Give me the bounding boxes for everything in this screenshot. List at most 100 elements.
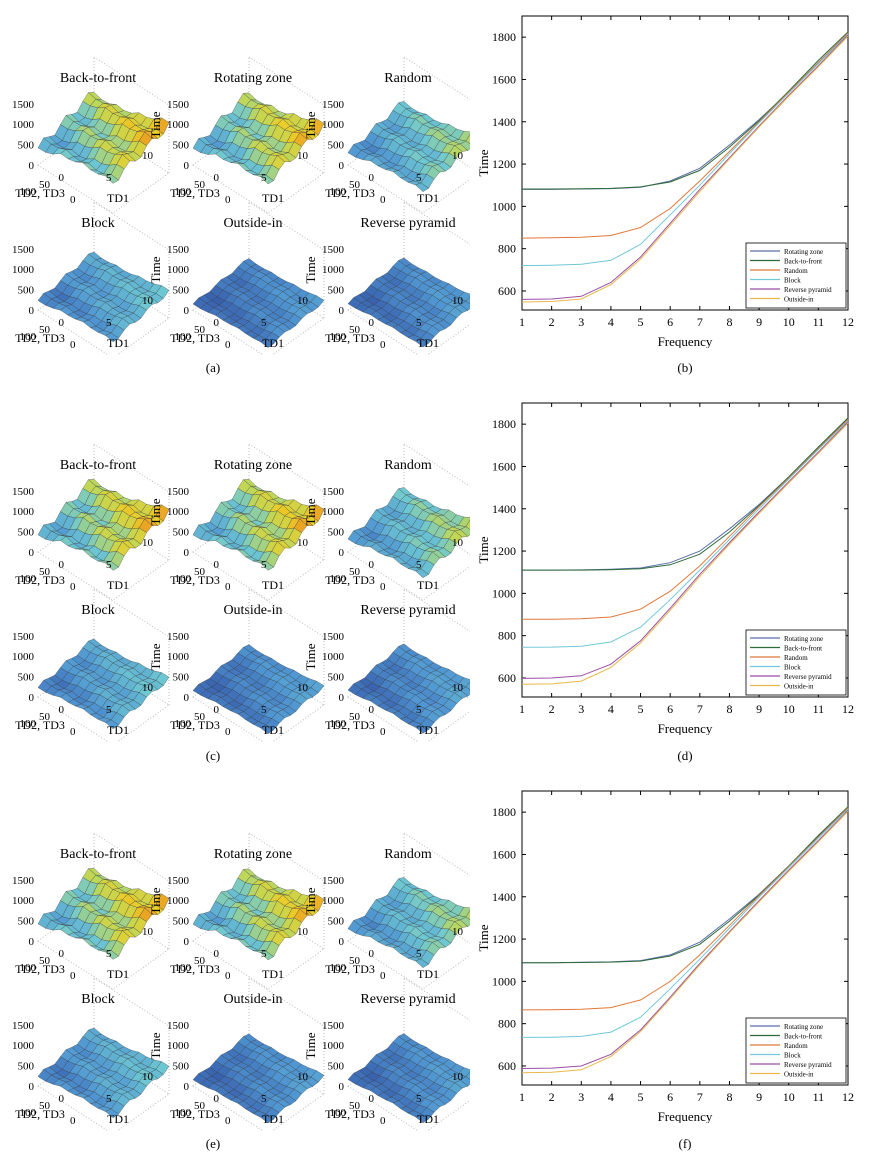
y-tick-label: 0 — [369, 704, 375, 716]
y-tick-label: 0 — [369, 172, 375, 184]
surface-patch — [105, 174, 119, 184]
x-tick-label: 0 — [70, 726, 76, 738]
surface-patch — [260, 724, 274, 734]
x-axis-label: TD1 — [417, 723, 439, 737]
legend-entry: Reverse pyramid — [784, 1061, 832, 1069]
z-tick-label: 500 — [173, 527, 190, 539]
y-tick-label: 100 — [330, 1107, 347, 1119]
y-tick-label: 0 — [59, 948, 65, 960]
x-tick-label: 5 — [106, 172, 112, 184]
surface-title: Random — [384, 458, 432, 473]
x-axis-label: TD1 — [107, 191, 129, 205]
x-tick-label: 10 — [142, 682, 154, 694]
series-line — [522, 806, 849, 964]
z-tick-label: 0 — [29, 1081, 35, 1093]
y-tick-label: 1400 — [492, 890, 516, 904]
y-tick-label: 1000 — [492, 199, 516, 213]
y-axis-label: TD2, TD3 — [170, 1107, 220, 1121]
z-axis-label: Time — [303, 643, 318, 670]
surface-subplot: Outside-in050010001500Time0501000510TD2,… — [148, 201, 325, 359]
surface-patch — [260, 561, 274, 571]
y-tick-label: 1200 — [492, 544, 516, 558]
y-tick-label: 100 — [175, 186, 192, 198]
z-axis-label: Time — [303, 887, 318, 914]
surface-grid-svg: Back-to-front0500100015000501000510TD2, … — [12, 443, 480, 746]
surface-patch — [415, 338, 429, 348]
surface-grid-c: Back-to-front 0 500 1000 1500 0 50 100 0 5 10 TD2, … — [0, 442, 480, 746]
x-tick-label: 3 — [578, 315, 584, 329]
surface-subplot: Back-to-front0500100015000501000510TD2, … — [12, 443, 170, 601]
z-tick-label: 1000 — [322, 895, 345, 907]
x-axis-label: TD1 — [417, 1112, 439, 1126]
y-axis-label: TD2, TD3 — [15, 962, 65, 976]
x-tick-label: 8 — [726, 702, 732, 716]
surface-patch — [415, 182, 429, 192]
x-axis-label: TD1 — [262, 336, 284, 350]
legend-entry: Reverse pyramid — [784, 673, 832, 681]
legend-entry: Back-to-front — [784, 258, 822, 266]
legend-entry: Block — [784, 664, 801, 672]
z-axis-label: Time — [148, 1032, 163, 1059]
y-tick-label: 600 — [498, 1059, 516, 1073]
series-line — [521, 33, 849, 267]
z-tick-label: 1500 — [167, 99, 190, 111]
x-tick-label: 0 — [380, 726, 386, 738]
z-tick-label: 1500 — [12, 99, 35, 111]
x-tick-label: 3 — [578, 702, 584, 716]
y-axis-label: TD2, TD3 — [325, 573, 375, 587]
x-tick-label: 5 — [638, 315, 644, 329]
z-tick-label: 0 — [339, 936, 345, 948]
surface-title: Random — [384, 71, 432, 86]
x-tick-label: 7 — [697, 1090, 703, 1104]
y-tick-label: 100 — [20, 331, 37, 343]
z-tick-label: 1500 — [322, 99, 345, 111]
y-tick-label: 50 — [194, 179, 206, 191]
z-tick-label: 1500 — [167, 875, 190, 887]
y-tick-label: 0 — [214, 559, 220, 571]
x-tick-label: 4 — [608, 702, 614, 716]
x-tick-label: 5 — [106, 704, 112, 716]
y-tick-label: 1200 — [492, 157, 516, 171]
surface-patch — [260, 338, 274, 348]
x-axis-label: TD1 — [262, 578, 284, 592]
y-tick-label: 0 — [214, 317, 220, 329]
y-tick-label: 100 — [175, 718, 192, 730]
x-tick-label: 10 — [297, 537, 309, 549]
x-tick-label: 10 — [452, 926, 464, 938]
x-tick-label: 8 — [726, 1090, 732, 1104]
z-tick-label: 1000 — [322, 506, 345, 518]
x-tick-label: 12 — [842, 315, 854, 329]
z-axis-label: Time — [303, 111, 318, 138]
legend-entry: Reverse pyramid — [784, 286, 832, 294]
z-tick-label: 0 — [29, 936, 35, 948]
legend-entry: Random — [784, 267, 808, 275]
x-tick-label: 0 — [70, 194, 76, 206]
x-tick-label: 5 — [638, 702, 644, 716]
y-tick-label: 1600 — [492, 459, 516, 473]
x-tick-label: 2 — [549, 702, 555, 716]
y-tick-label: 100 — [20, 573, 37, 585]
surface-title: Outside-in — [223, 992, 282, 1007]
z-tick-label: 500 — [328, 916, 345, 928]
x-tick-label: 3 — [578, 1090, 584, 1104]
z-tick-label: 1000 — [167, 895, 190, 907]
x-tick-label: 10 — [452, 682, 464, 694]
x-tick-label: 4 — [608, 315, 614, 329]
z-tick-label: 1500 — [322, 244, 345, 256]
y-tick-label: 50 — [194, 1100, 206, 1112]
z-axis-label: Time — [148, 111, 163, 138]
y-tick-label: 50 — [194, 566, 206, 578]
x-tick-label: 9 — [756, 702, 762, 716]
z-tick-label: 1500 — [322, 875, 345, 887]
surface-patch — [105, 1108, 119, 1118]
z-tick-label: 1000 — [322, 119, 345, 131]
y-tick-label: 0 — [214, 172, 220, 184]
legend-entry: Block — [784, 277, 801, 285]
y-tick-label: 0 — [369, 317, 375, 329]
y-tick-label: 50 — [194, 955, 206, 967]
z-tick-label: 0 — [339, 305, 345, 317]
y-tick-label: 50 — [349, 179, 361, 191]
z-tick-label: 500 — [328, 672, 345, 684]
